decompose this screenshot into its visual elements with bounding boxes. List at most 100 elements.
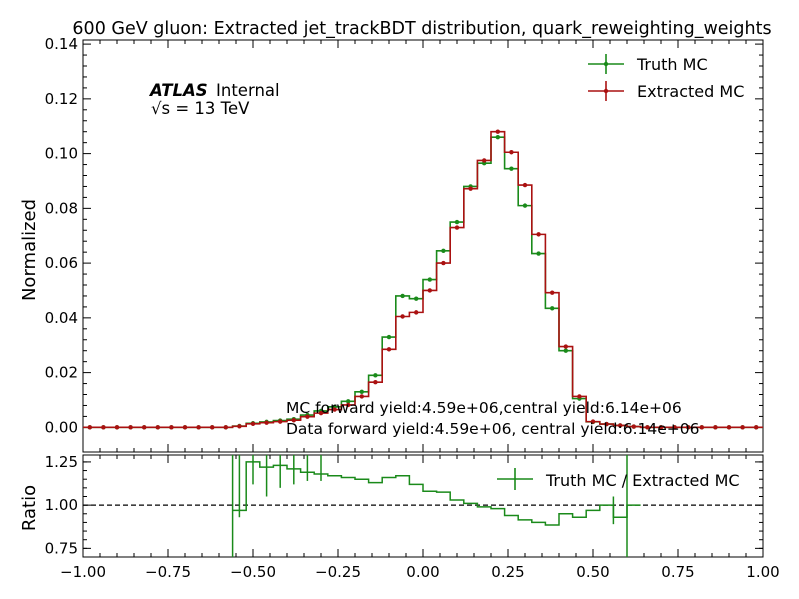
data-point xyxy=(631,424,636,429)
ratio-series xyxy=(83,455,763,557)
data-point xyxy=(427,288,432,293)
data-point xyxy=(563,348,568,353)
data-point xyxy=(590,419,596,424)
data-point xyxy=(359,394,364,399)
data-point xyxy=(509,150,514,155)
x-tick-label: 0.75 xyxy=(661,563,694,581)
atlas-label: ATLAS xyxy=(148,81,208,100)
data-point xyxy=(237,424,242,429)
data-point xyxy=(658,425,664,430)
ratio-legend-label: Truth MC / Extracted MC xyxy=(545,471,740,490)
data-point xyxy=(550,306,555,311)
x-tick-label: −0.75 xyxy=(145,563,191,581)
data-point xyxy=(522,182,528,188)
x-tick-label: 0.00 xyxy=(406,563,439,581)
data-point xyxy=(454,225,460,230)
legend-label-truth-mc: Truth MC xyxy=(636,55,708,74)
data-point xyxy=(740,425,745,430)
data-point xyxy=(142,425,147,430)
data-point xyxy=(536,232,541,237)
x-ticks: −1.00 −0.75 −0.50 −0.25 0.00 0.25 0.50 0.75 1.00 xyxy=(60,40,780,581)
data-point xyxy=(577,394,582,399)
data-point xyxy=(441,260,446,266)
data-point xyxy=(400,314,405,319)
data-point xyxy=(182,425,188,430)
data-point xyxy=(414,296,419,301)
data-point xyxy=(318,410,324,416)
data-point xyxy=(468,186,473,191)
data-point xyxy=(332,407,337,412)
ratio-step xyxy=(232,461,641,526)
data-point xyxy=(210,425,215,430)
data-point xyxy=(495,129,500,134)
data-point xyxy=(114,425,120,430)
series-step-truth-mc xyxy=(83,136,763,429)
data-point xyxy=(264,420,269,425)
data-point xyxy=(563,344,568,349)
legend-marker-truth-mc xyxy=(603,61,609,67)
data-point xyxy=(482,158,487,163)
main-y-ticks: 0.00 0.02 0.04 0.06 0.08 0.10 0.12 0.14 xyxy=(45,35,763,436)
ratio-y-ticks: 0.75 1.00 1.25 xyxy=(45,453,763,557)
x-tick-label: 0.50 xyxy=(576,563,609,581)
data-point xyxy=(87,425,93,430)
ratio-tick-label: 0.75 xyxy=(45,539,78,557)
y-tick-label: 0.06 xyxy=(45,254,78,272)
data-point xyxy=(291,418,296,423)
y-axis-label: Normalized xyxy=(19,199,40,301)
x-tick-label: −1.00 xyxy=(60,563,106,581)
data-point xyxy=(645,425,650,430)
data-point xyxy=(604,421,609,427)
histogram-series xyxy=(83,129,763,430)
data-point xyxy=(278,419,283,424)
y-tick-label: 0.10 xyxy=(45,145,78,163)
atlas-suffix: Internal xyxy=(216,81,280,100)
chart-title: 600 GeV gluon: Extracted jet_trackBDT di… xyxy=(72,19,771,39)
data-point xyxy=(509,166,514,171)
y-tick-label: 0.04 xyxy=(45,309,78,327)
data-point xyxy=(305,414,310,419)
ratio-tick-label: 1.00 xyxy=(45,496,78,514)
x-tick-label: 0.25 xyxy=(491,563,524,581)
data-point xyxy=(522,203,528,208)
data-point xyxy=(427,277,432,282)
data-point xyxy=(713,425,718,430)
data-point xyxy=(618,423,623,428)
data-point xyxy=(386,347,392,352)
data-point xyxy=(346,402,351,408)
data-point xyxy=(550,290,555,295)
data-point xyxy=(101,425,106,430)
data-point xyxy=(250,421,256,427)
energy-label: √s = 13 TeV xyxy=(151,99,250,118)
data-point xyxy=(196,425,201,430)
data-point xyxy=(373,379,378,385)
y-tick-label: 0.14 xyxy=(45,35,78,53)
data-point xyxy=(223,425,228,430)
data-point xyxy=(672,425,677,430)
data-point xyxy=(346,399,351,404)
x-tick-label: −0.25 xyxy=(315,563,361,581)
ratio-tick-label: 1.25 xyxy=(45,453,78,471)
y-tick-label: 0.08 xyxy=(45,199,78,217)
data-point xyxy=(155,425,160,430)
x-tick-label: 1.00 xyxy=(746,563,779,581)
annotation-data-yield: Data forward yield:4.59e+06, central yie… xyxy=(286,420,700,438)
legend-entry-truth-mc: Truth MC xyxy=(588,54,708,74)
data-point xyxy=(495,134,500,140)
legend-label-extracted-mc: Extracted MC xyxy=(637,82,744,101)
data-point xyxy=(400,293,405,299)
legend-marker-extracted-mc xyxy=(603,88,609,94)
x-tick-label: −0.50 xyxy=(230,563,276,581)
data-point xyxy=(536,251,541,256)
data-point xyxy=(454,219,460,225)
y-tick-label: 0.00 xyxy=(45,418,78,436)
data-point xyxy=(128,425,133,430)
annotation-mc-yield: MC forward yield:4.59e+06,central yield:… xyxy=(286,399,682,417)
legend-entry-extracted-mc: Extracted MC xyxy=(588,81,744,101)
y-tick-label: 0.02 xyxy=(45,364,78,382)
legend: Truth MC Extracted MC xyxy=(588,54,744,101)
ratio-y-axis-label: Ratio xyxy=(19,485,40,531)
data-point xyxy=(359,389,364,394)
data-point xyxy=(386,334,392,340)
